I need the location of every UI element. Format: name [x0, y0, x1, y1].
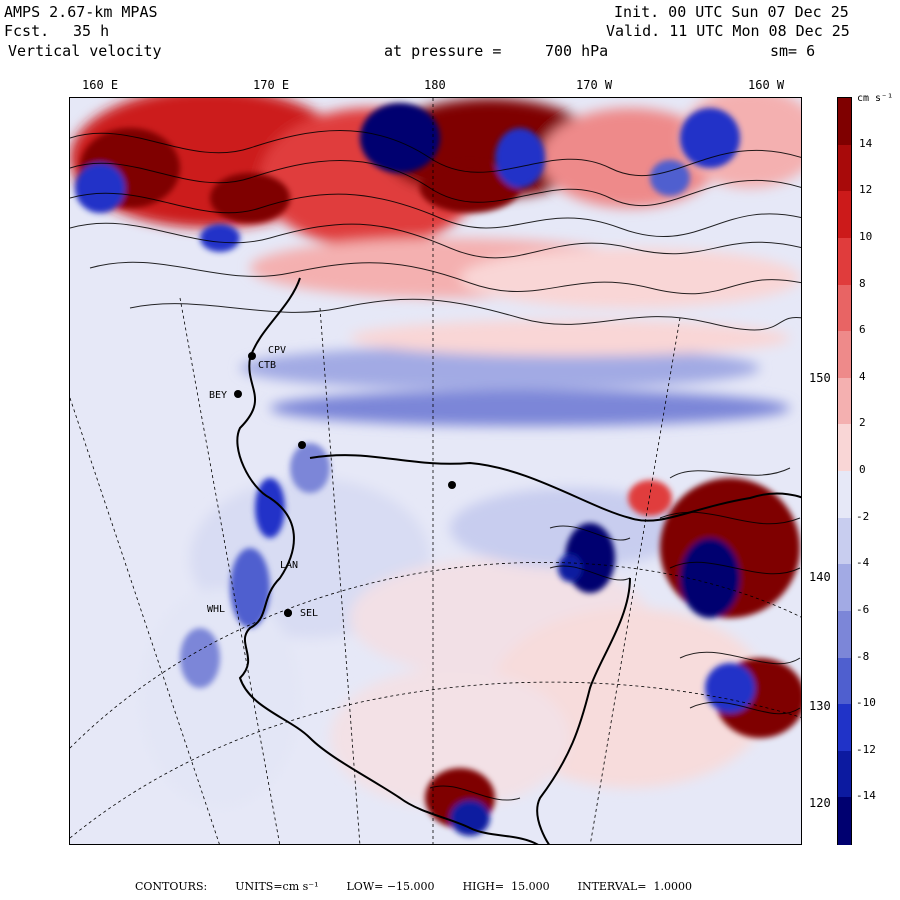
- colorbar-segment: [838, 471, 851, 519]
- colorbar-segment: [838, 610, 851, 658]
- ice-shelf-field: [140, 478, 770, 808]
- valid-time: Valid. 11 UTC Mon 08 Dec 25: [606, 22, 850, 40]
- coastline: [236, 277, 801, 844]
- model-name: AMPS 2.67-km MPAS: [4, 3, 158, 21]
- colorbar-segment: [838, 564, 851, 612]
- station-markers: [234, 352, 456, 617]
- station-cpv: CPV: [268, 345, 286, 356]
- lon-label-160e: 160 E: [82, 78, 119, 92]
- colorbar-tick-label: 6: [859, 323, 866, 337]
- colorbar: [837, 97, 852, 845]
- contour-interval: INTERVAL= 1.0000: [577, 880, 692, 893]
- vertical-velocity-map: CPV CTB BEY LAN WHL SEL: [69, 97, 802, 845]
- smoothing: sm= 6: [770, 42, 816, 60]
- station-bey: BEY: [209, 390, 227, 401]
- colorbar-tick-label: -4: [856, 556, 870, 570]
- lat-label-120w: 120 W: [808, 796, 847, 810]
- colorbar-tick-label: 2: [859, 416, 866, 430]
- colorbar-tick-label: -2: [856, 509, 870, 523]
- station-dot: [448, 481, 456, 489]
- contour-high: HIGH= 15.000: [462, 880, 550, 893]
- contour-lines: [70, 130, 801, 801]
- colorbar-tick-label: 10: [859, 229, 873, 243]
- map-canvas: CPV CTB BEY LAN WHL SEL: [70, 98, 801, 844]
- colorbar-tick-label: -6: [856, 602, 870, 616]
- lon-label-180: 180: [424, 78, 446, 92]
- colorbar-segment: [838, 144, 851, 192]
- colorbar-segment: [838, 517, 851, 565]
- lon-label-170w: 170 W: [576, 78, 613, 92]
- colorbar-tick-label: 14: [859, 136, 873, 150]
- station-dot: [248, 352, 256, 360]
- colorbar-tick-label: 8: [859, 276, 866, 290]
- colorbar-segment: [838, 237, 851, 285]
- colorbar-segment: [838, 704, 851, 752]
- colorbar-tick-label: -8: [856, 649, 870, 663]
- contour-units: UNITS=cm s⁻¹: [235, 880, 319, 893]
- colorbar-tick-label: 12: [859, 183, 873, 197]
- forecast-value: 35 h: [73, 22, 110, 40]
- strong-cells: [75, 103, 801, 836]
- contour-info: CONTOURS: UNITS=cm s⁻¹ LOW= −15.000 HIGH= 1…: [135, 880, 720, 893]
- station-dot: [234, 390, 242, 398]
- colorbar-tick-label: -10: [856, 696, 876, 710]
- forecast-label: Fcst.: [4, 22, 50, 40]
- contours-label: CONTOURS:: [135, 880, 208, 893]
- init-time: Init. 00 UTC Sun 07 Dec 25: [614, 3, 849, 21]
- station-dot: [284, 609, 292, 617]
- colorbar-segment: [838, 750, 851, 798]
- station-sel: SEL: [300, 608, 318, 619]
- field-name: Vertical velocity: [8, 42, 162, 60]
- colorbar-segment: [838, 284, 851, 332]
- lon-label-160w: 160 W: [748, 78, 785, 92]
- station-lan: LAN: [280, 560, 298, 571]
- colorbar-tick-label: -14: [856, 789, 876, 803]
- colorbar-tick-label: 0: [859, 463, 866, 476]
- colorbar-segment: [838, 98, 851, 146]
- station-whl: WHL: [207, 604, 225, 615]
- colorbar-tick-label: 4: [859, 369, 866, 383]
- graticule: [70, 98, 801, 844]
- contour-low: LOW= −15.000: [346, 880, 435, 893]
- colorbar-segment: [838, 377, 851, 425]
- colorbar-segment: [838, 191, 851, 239]
- colorbar-segment: [838, 331, 851, 379]
- pressure-value: 700 hPa: [545, 42, 609, 60]
- colorbar-units: cm s⁻¹: [857, 93, 894, 104]
- colorbar-segment: [838, 424, 851, 472]
- station-dot: [298, 441, 306, 449]
- colorbar-segment: [838, 797, 851, 845]
- pressure-label: at pressure =: [384, 42, 502, 60]
- lon-label-170e: 170 E: [253, 78, 290, 92]
- colorbar-segment: [838, 657, 851, 705]
- colorbar-tick-label: -12: [856, 742, 876, 756]
- station-ctb: CTB: [258, 360, 276, 371]
